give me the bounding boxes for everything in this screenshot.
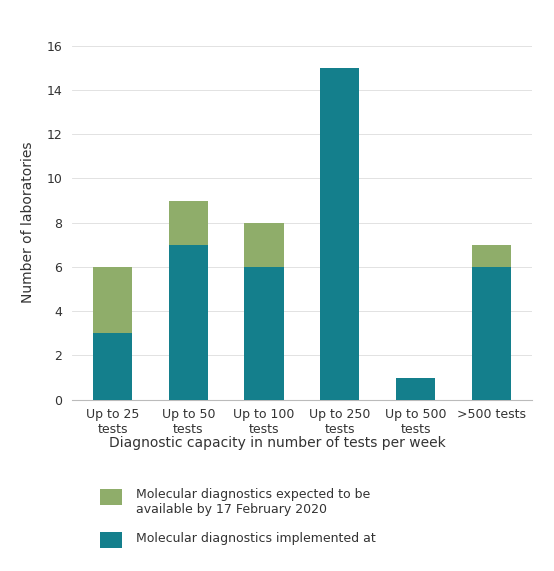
Text: Molecular diagnostics expected to be
available by 17 February 2020: Molecular diagnostics expected to be ava… — [136, 488, 370, 516]
Bar — [93, 267, 132, 333]
Text: Molecular diagnostics implemented at: Molecular diagnostics implemented at — [136, 532, 376, 545]
Bar — [93, 333, 132, 400]
Bar — [471, 267, 511, 400]
Bar — [168, 245, 208, 400]
Bar — [320, 68, 360, 400]
Bar — [396, 377, 435, 400]
Bar — [244, 223, 284, 267]
Bar — [244, 267, 284, 400]
Y-axis label: Number of laboratories: Number of laboratories — [21, 142, 35, 303]
Bar — [471, 245, 511, 267]
Text: Diagnostic capacity in number of tests per week: Diagnostic capacity in number of tests p… — [109, 436, 445, 449]
Bar — [168, 200, 208, 245]
